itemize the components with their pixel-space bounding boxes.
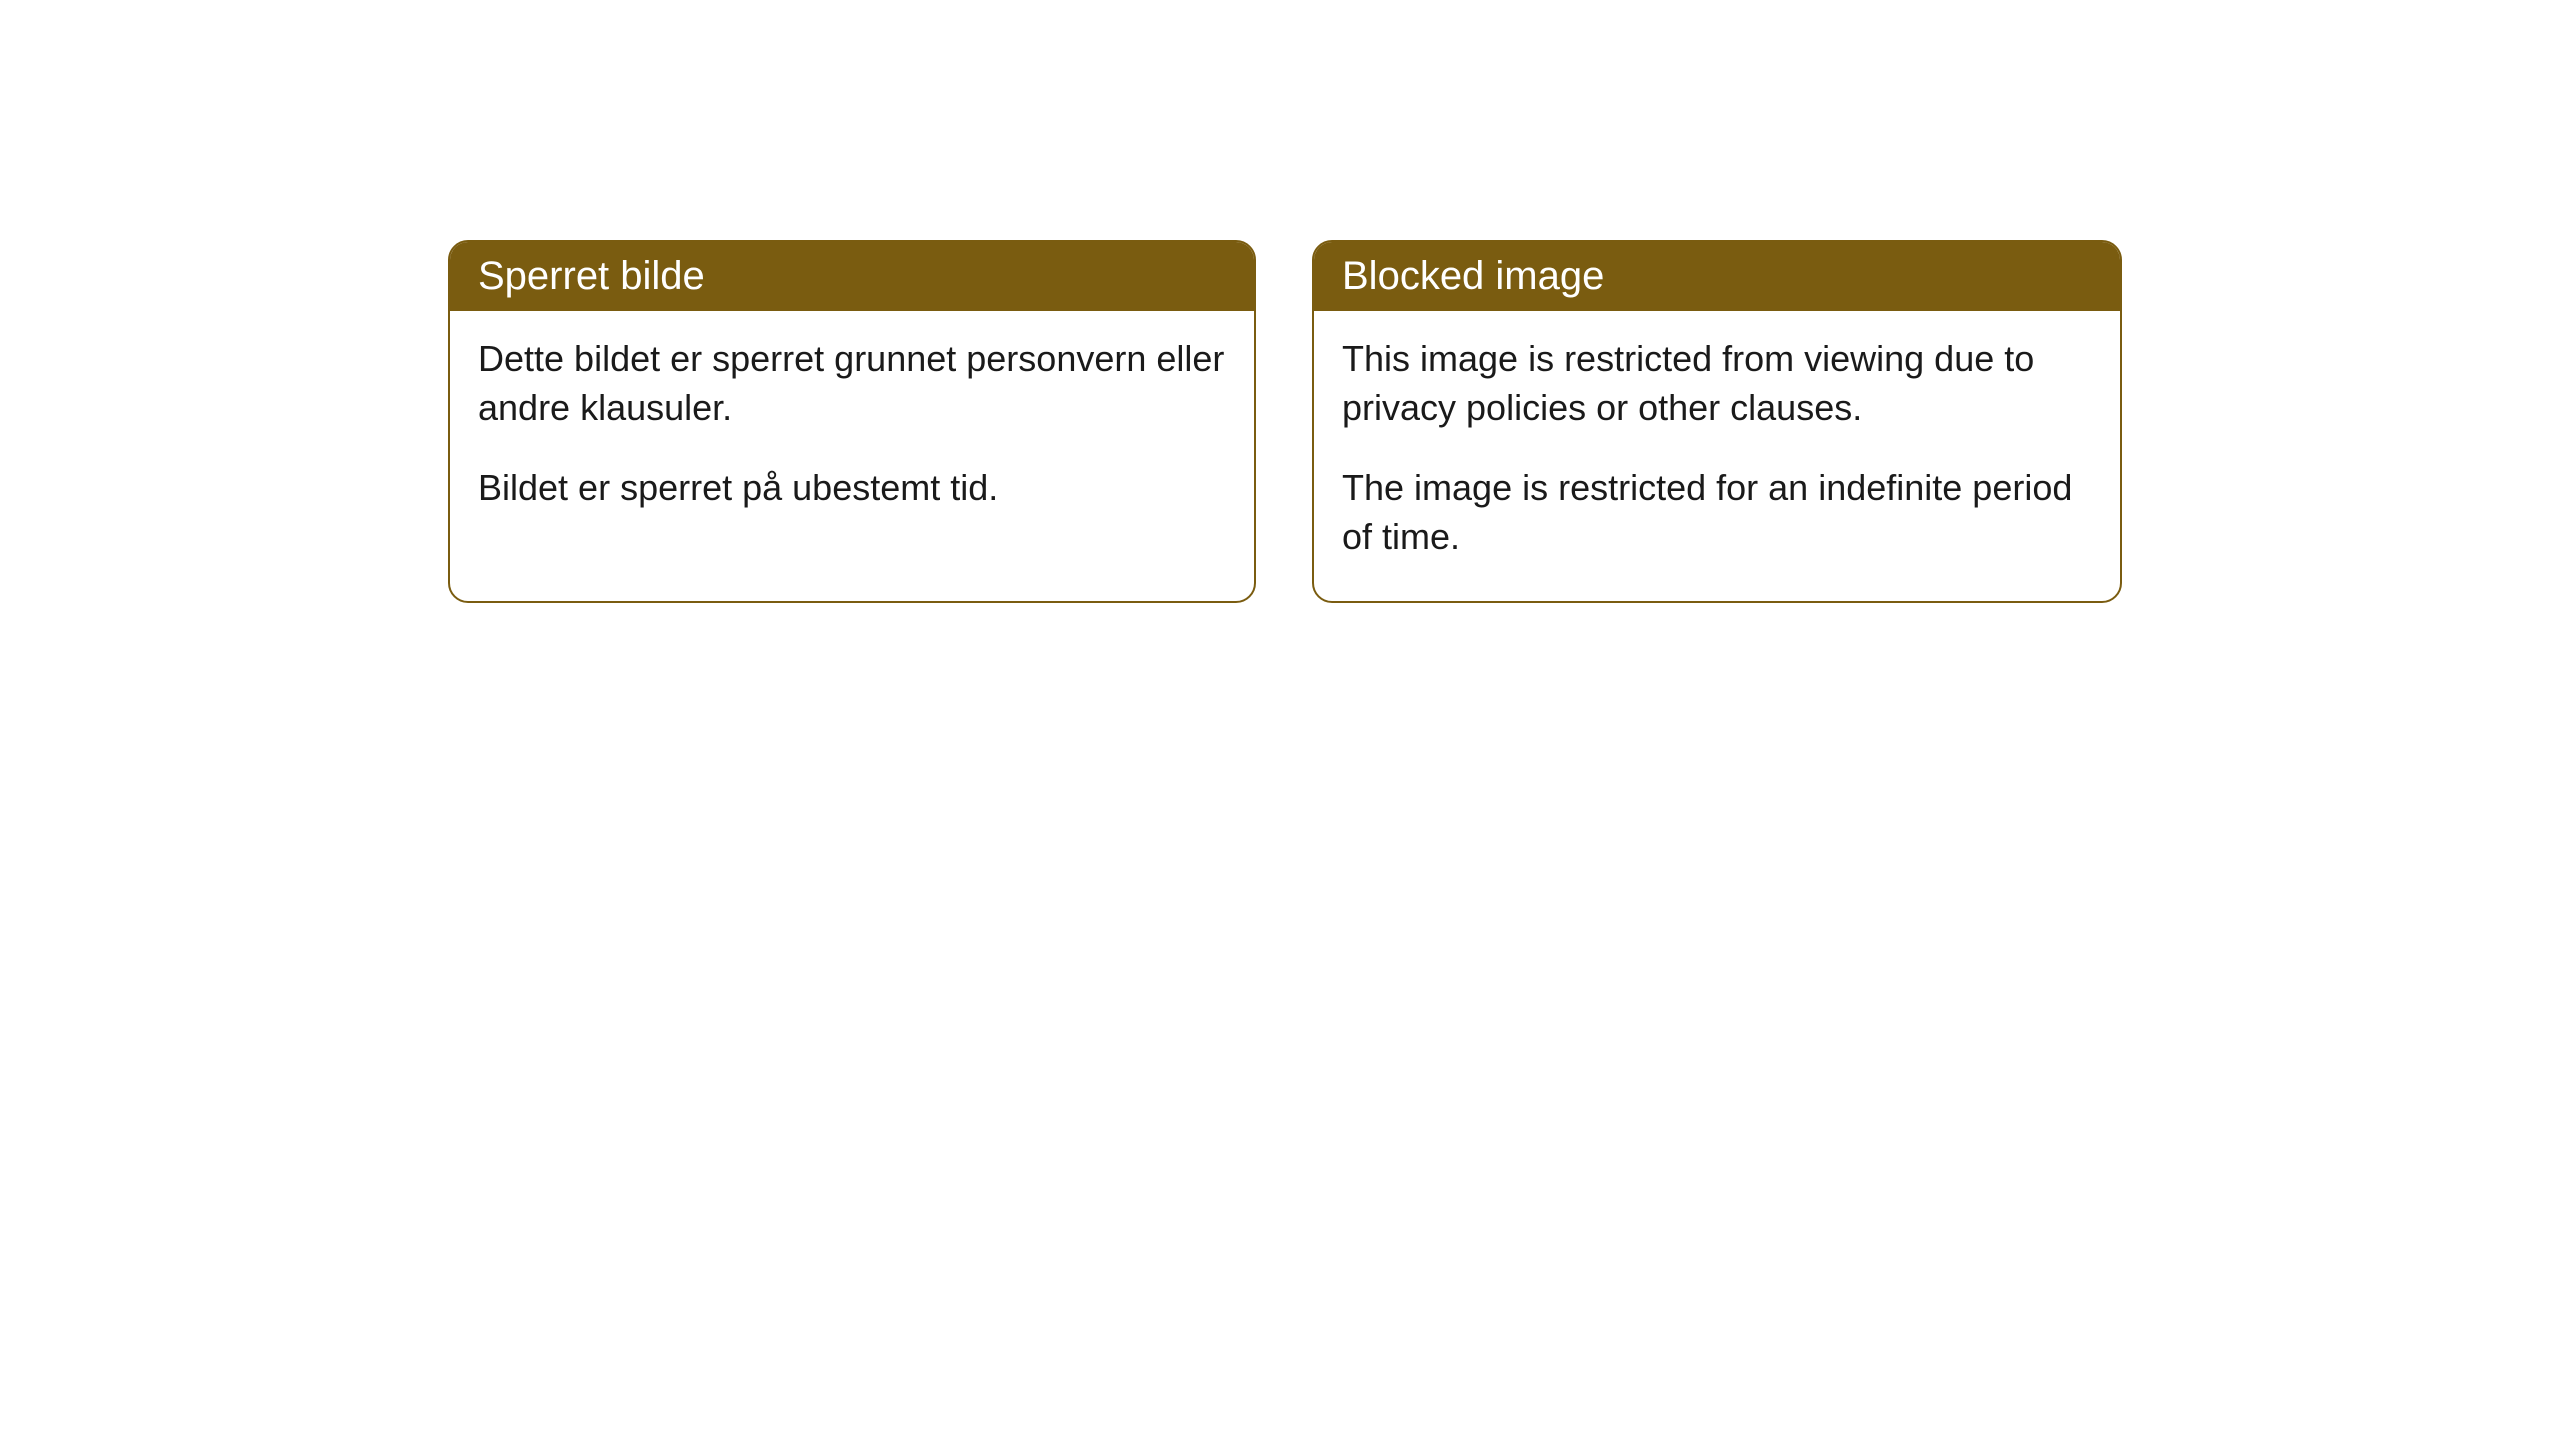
card-header-no: Sperret bilde [450, 242, 1254, 311]
card-paragraph-en-1: This image is restricted from viewing du… [1342, 335, 2092, 432]
cards-container: Sperret bilde Dette bildet er sperret gr… [0, 0, 2560, 603]
card-body-en: This image is restricted from viewing du… [1314, 311, 2120, 601]
card-header-en: Blocked image [1314, 242, 2120, 311]
card-paragraph-en-2: The image is restricted for an indefinit… [1342, 464, 2092, 561]
card-title-no: Sperret bilde [478, 254, 705, 298]
blocked-image-card-no: Sperret bilde Dette bildet er sperret gr… [448, 240, 1256, 603]
blocked-image-card-en: Blocked image This image is restricted f… [1312, 240, 2122, 603]
card-paragraph-no-1: Dette bildet er sperret grunnet personve… [478, 335, 1226, 432]
card-title-en: Blocked image [1342, 254, 1604, 298]
card-paragraph-no-2: Bildet er sperret på ubestemt tid. [478, 464, 1226, 513]
card-body-no: Dette bildet er sperret grunnet personve… [450, 311, 1254, 553]
